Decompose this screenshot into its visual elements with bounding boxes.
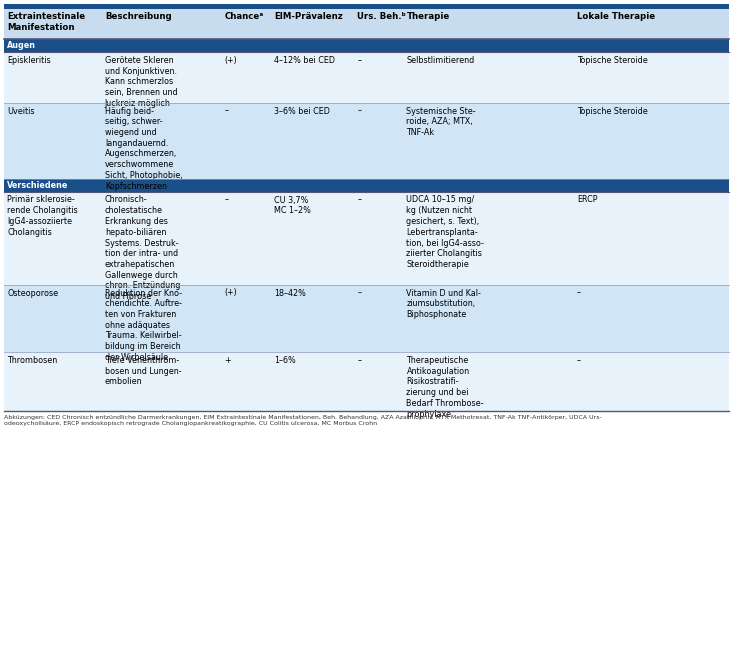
Text: (+): (+) — [224, 289, 237, 298]
Text: –: – — [224, 107, 229, 116]
Text: Chronisch-
cholestatische
Erkrankung des
hepato-biliären
Systems. Destruk-
tion : Chronisch- cholestatische Erkrankung des… — [105, 195, 180, 302]
Text: CU 3,7%
MC 1–2%: CU 3,7% MC 1–2% — [274, 195, 311, 215]
Bar — [4, 285, 729, 352]
Text: –: – — [357, 289, 361, 298]
Text: ERCP: ERCP — [577, 195, 597, 204]
Bar — [4, 9, 729, 39]
Text: Tiefe Venenthrom-
bosen und Lungen-
embolien: Tiefe Venenthrom- bosen und Lungen- embo… — [105, 356, 182, 386]
Text: –: – — [357, 195, 361, 204]
Text: Therapie: Therapie — [407, 12, 450, 21]
Text: –: – — [577, 356, 581, 365]
Text: 3–6% bei CED: 3–6% bei CED — [274, 107, 330, 116]
Text: Thrombosen: Thrombosen — [7, 356, 57, 365]
Text: 1–6%: 1–6% — [274, 356, 295, 365]
Text: Episkleritis: Episkleritis — [7, 56, 51, 65]
Text: Abküzungen: CED Chronisch entzündliche Darmerkrankungen, EIM Extraintestinale Ma: Abküzungen: CED Chronisch entzündliche D… — [4, 415, 602, 426]
Text: Verschiedene: Verschiedene — [7, 181, 68, 190]
Bar — [4, 102, 729, 179]
Text: +: + — [224, 356, 231, 365]
Text: Therapeutische
Antikoagulation
Risikostratifi-
zierung und bei
Bedarf Thrombose-: Therapeutische Antikoagulation Risikostr… — [407, 356, 484, 419]
Text: Reduktion der Kno-
chendichte. Auftre-
ten von Frakturen
ohne adäquates
Trauma. : Reduktion der Kno- chendichte. Auftre- t… — [105, 289, 182, 362]
Bar — [4, 39, 729, 52]
Text: –: – — [224, 195, 229, 204]
Text: –: – — [577, 289, 581, 298]
Text: Gerötete Skleren
und Konjunktiven.
Kann schmerzlos
sein, Brennen und
Juckreiz mö: Gerötete Skleren und Konjunktiven. Kann … — [105, 56, 177, 108]
Text: Osteoporose: Osteoporose — [7, 289, 58, 298]
Text: Selbstlimitierend: Selbstlimitierend — [407, 56, 475, 65]
Bar — [4, 4, 729, 9]
Text: –: – — [357, 356, 361, 365]
Text: Topische Steroide: Topische Steroide — [577, 56, 647, 65]
Text: 4–12% bei CED: 4–12% bei CED — [274, 56, 335, 65]
Bar — [4, 192, 729, 285]
Text: Chanceᵃ: Chanceᵃ — [224, 12, 264, 21]
Bar — [4, 52, 729, 102]
Text: –: – — [357, 56, 361, 65]
Text: Systemische Ste-
roide, AZA; MTX,
TNF-Ak: Systemische Ste- roide, AZA; MTX, TNF-Ak — [407, 107, 476, 137]
Text: 18–42%: 18–42% — [274, 289, 306, 298]
Text: Vitamin D und Kal-
ziumsubstitution,
Biphosphonate: Vitamin D und Kal- ziumsubstitution, Bip… — [407, 289, 482, 319]
Text: Uveitis: Uveitis — [7, 107, 34, 116]
Text: –: – — [357, 107, 361, 116]
Text: Augen: Augen — [7, 41, 36, 50]
Text: UDCA 10–15 mg/
kg (Nutzen nicht
gesichert, s. Text),
Lebertransplanta-
tion, bei: UDCA 10–15 mg/ kg (Nutzen nicht gesicher… — [407, 195, 485, 269]
Text: (+): (+) — [224, 56, 237, 65]
Text: EIM-Prävalenz: EIM-Prävalenz — [274, 12, 342, 21]
Bar — [4, 352, 729, 411]
Text: Extraintestinale
Manifestation: Extraintestinale Manifestation — [7, 12, 85, 32]
Text: Lokale Therapie: Lokale Therapie — [577, 12, 655, 21]
Text: Topische Steroide: Topische Steroide — [577, 107, 647, 116]
Text: Häufig beid-
seitig, schwer-
wiegend und
langandauernd.
Augenschmerzen,
verschwo: Häufig beid- seitig, schwer- wiegend und… — [105, 107, 183, 191]
Text: Beschreibung: Beschreibung — [105, 12, 172, 21]
Text: Primär sklerosie-
rende Cholangitis
IgG4-assoziierte
Cholangitis: Primär sklerosie- rende Cholangitis IgG4… — [7, 195, 78, 237]
Bar — [4, 179, 729, 192]
Text: Urs. Beh.ᵇ: Urs. Beh.ᵇ — [357, 12, 406, 21]
